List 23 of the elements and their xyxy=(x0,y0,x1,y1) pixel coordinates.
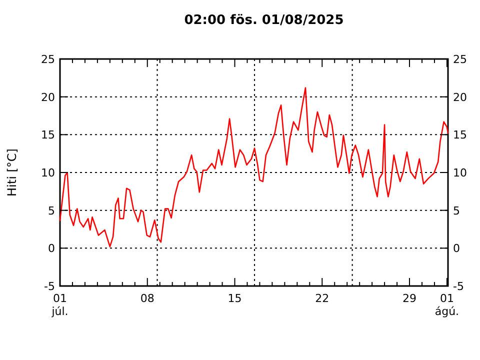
y2-tick-label: 25 xyxy=(453,53,467,66)
chart-title: 02:00 fös. 01/08/2025 xyxy=(184,13,344,28)
y-tick-label: 10 xyxy=(41,166,55,180)
y-tick-label: 20 xyxy=(41,90,55,104)
y-tick-label: -5 xyxy=(44,280,55,293)
y-axis-title: Hiti [°C] xyxy=(5,148,19,196)
x-tick-label: 08 xyxy=(140,292,154,305)
y2-tick-label: 15 xyxy=(453,128,467,142)
y-tick-label: 5 xyxy=(48,204,55,218)
x-tick-label: 22 xyxy=(315,292,330,305)
y-tick-label: 0 xyxy=(48,242,55,256)
y2-tick-label: 10 xyxy=(453,166,467,180)
y2-tick-label: -5 xyxy=(453,280,464,293)
x-tick-label: 15 xyxy=(228,292,242,305)
y2-tick-label: 20 xyxy=(453,90,467,104)
y-tick-label: 25 xyxy=(41,53,55,66)
x-tick-label: 01 ágú. xyxy=(434,292,460,318)
y2-tick-label: 5 xyxy=(453,204,460,218)
x-tick-label: 29 xyxy=(402,292,417,305)
line-series xyxy=(59,87,449,248)
y2-tick-label: 0 xyxy=(453,242,460,256)
y-tick-label: 15 xyxy=(41,128,55,142)
x-tick-label: 01 júl. xyxy=(50,292,68,318)
